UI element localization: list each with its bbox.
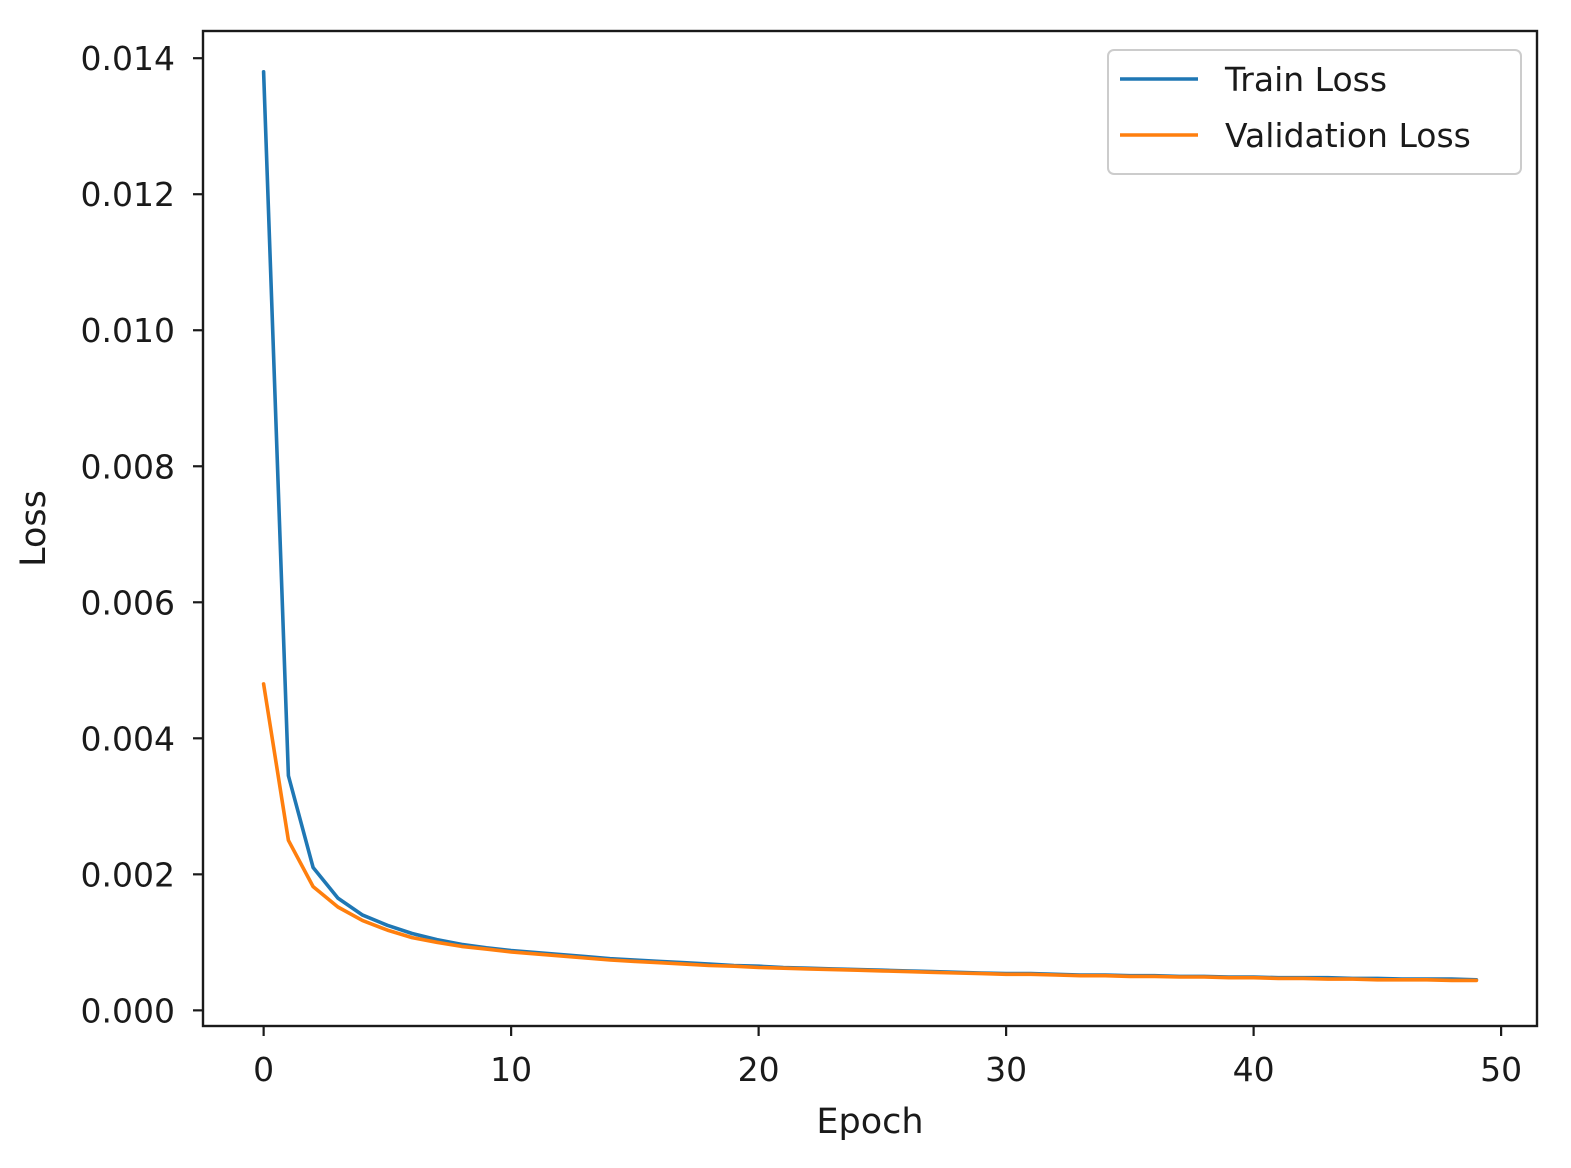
- y-tick-label: 0.000: [81, 991, 175, 1030]
- y-tick-label: 0.012: [81, 175, 175, 214]
- y-tick-label: 0.002: [81, 855, 175, 894]
- y-tick-label: 0.014: [81, 39, 175, 78]
- x-axis-label: Epoch: [816, 1102, 923, 1142]
- y-axis-label: Loss: [14, 490, 54, 567]
- legend-label: Validation Loss: [1225, 116, 1471, 155]
- x-tick-label: 40: [1233, 1050, 1275, 1089]
- y-axis-ticks: 0.000 0.002 0.004 0.006 0.008 0.010 0.012 0.014: [81, 39, 203, 1030]
- x-tick-label: 0: [253, 1050, 274, 1089]
- y-tick-label: 0.008: [81, 447, 175, 486]
- x-tick-label: 30: [985, 1050, 1027, 1089]
- x-axis-ticks: 0 10 20 30 40 50: [253, 1026, 1522, 1089]
- x-tick-label: 10: [490, 1050, 532, 1089]
- y-tick-label: 0.010: [81, 311, 175, 350]
- x-tick-label: 20: [738, 1050, 780, 1089]
- legend-box: [1107, 49, 1522, 175]
- x-tick-label: 50: [1480, 1050, 1522, 1089]
- y-tick-label: 0.006: [81, 583, 175, 622]
- legend: Train Loss Validation Loss: [1107, 49, 1522, 175]
- series-line-validation-loss: [261, 682, 1479, 983]
- axes-frame: [201, 29, 1539, 1028]
- plot-lines: [261, 70, 1479, 983]
- y-tick-label: 0.004: [81, 719, 175, 758]
- legend-label: Train Loss: [1224, 60, 1387, 99]
